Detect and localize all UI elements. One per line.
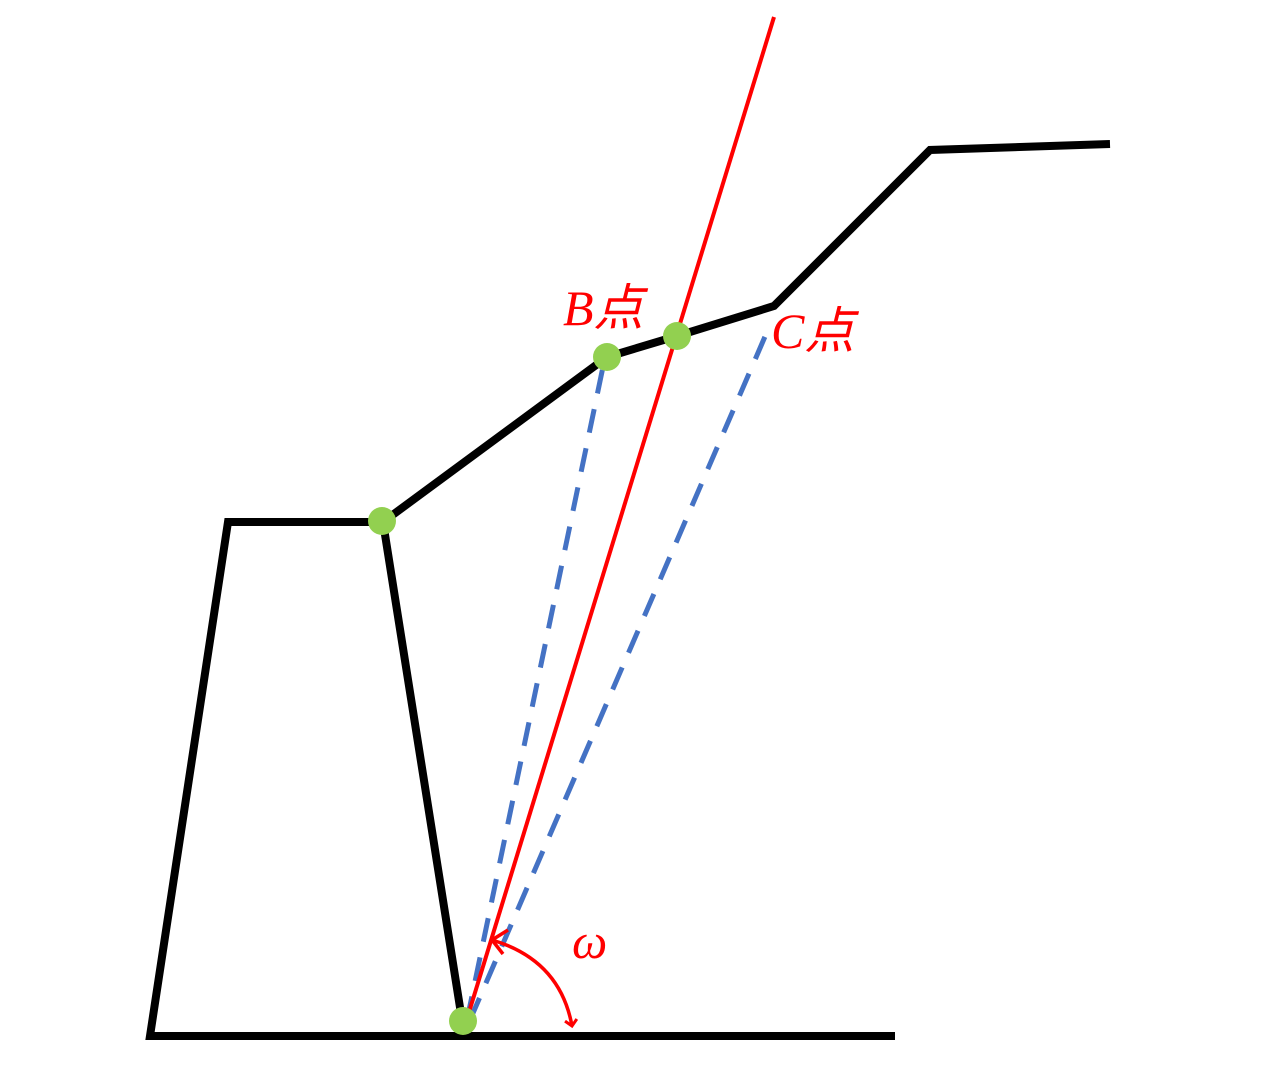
point-intersection — [663, 322, 691, 350]
wall-outline — [145, 518, 895, 1040]
angle-arc-arrowhead-top — [489, 928, 509, 956]
point-toe — [449, 1007, 477, 1035]
slope-surface — [380, 140, 1111, 526]
point-b-label: B点 — [563, 280, 649, 336]
point-b — [593, 343, 621, 371]
red-failure-line — [464, 16, 776, 1023]
angle-omega-label: ω — [572, 913, 607, 969]
point-c-label: C点 — [771, 303, 859, 359]
dashed-line-to-b — [464, 361, 607, 1021]
angle-arc — [491, 938, 572, 1026]
point-wall-top — [368, 507, 396, 535]
dashed-line-to-c — [467, 324, 773, 1021]
